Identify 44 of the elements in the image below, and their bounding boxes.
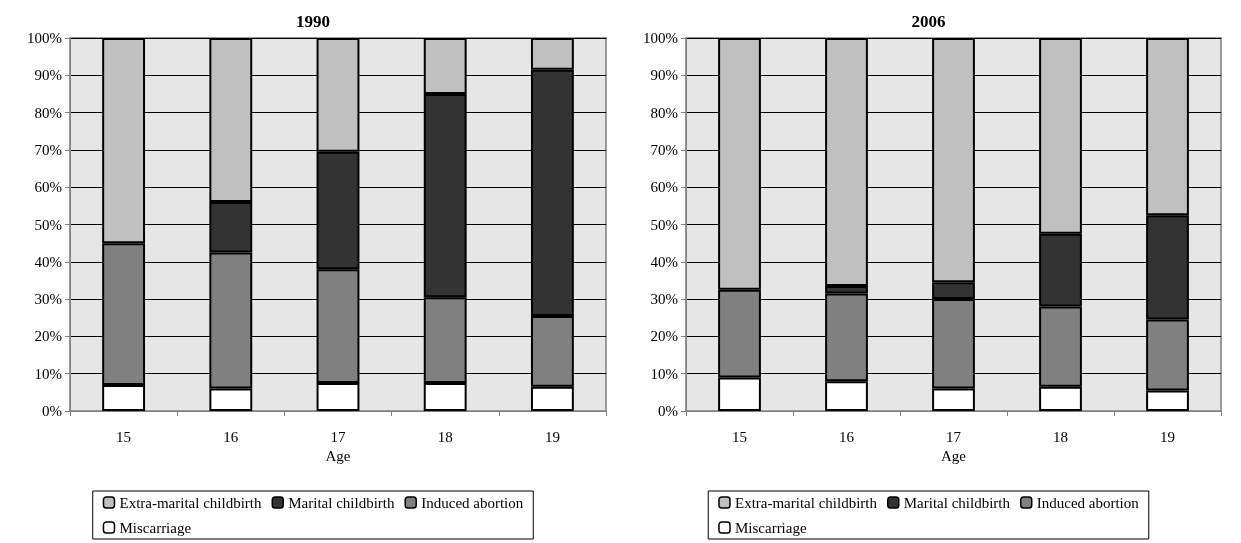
y-tick-label: 30% xyxy=(650,291,678,308)
y-tick-label: 10% xyxy=(34,365,62,382)
y-tick-label: 60% xyxy=(34,179,62,196)
legend-label: Extra-marital childbirth xyxy=(119,494,262,511)
legend-label: Extra-marital childbirth xyxy=(734,494,878,511)
legend-label: Miscarriage xyxy=(734,519,807,536)
y-tick-label: 80% xyxy=(34,104,62,121)
x-tick-label: 19 xyxy=(1160,428,1175,445)
x-tick-label: 15 xyxy=(732,428,747,445)
y-tick-label: 80% xyxy=(650,104,678,121)
x-tick-label: 17 xyxy=(946,428,962,445)
y-tick-label: 40% xyxy=(34,253,62,270)
y-tick-label: 20% xyxy=(34,328,62,345)
y-tick-label: 0% xyxy=(658,403,678,419)
legend-label: Marital childbirth xyxy=(288,494,395,511)
chart-title: 1990 xyxy=(296,12,330,31)
legend-label: Induced abortion xyxy=(1036,494,1140,511)
y-tick-label: 20% xyxy=(650,328,678,345)
y-tick-label: 90% xyxy=(34,67,62,84)
y-tick-label: 50% xyxy=(34,216,62,233)
x-tick-label: 16 xyxy=(223,428,239,445)
y-tick-label: 100% xyxy=(643,30,678,46)
y-tick-label: 50% xyxy=(650,216,678,233)
y-tick-label: 30% xyxy=(34,291,62,308)
legend-label: Miscarriage xyxy=(119,519,192,536)
x-tick-label: 19 xyxy=(544,428,560,445)
y-tick-label: 40% xyxy=(650,253,678,270)
y-tick-label: 100% xyxy=(27,30,62,46)
y-tick-label: 90% xyxy=(650,67,678,84)
y-tick-label: 60% xyxy=(650,179,678,196)
y-tick-label: 0% xyxy=(42,403,62,419)
x-axis-title: Age xyxy=(941,448,967,465)
chart-title: 2006 xyxy=(911,12,946,31)
x-tick-label: 18 xyxy=(437,428,453,445)
x-tick-label: 18 xyxy=(1053,428,1068,445)
legend-label: Induced abortion xyxy=(421,494,524,511)
x-axis-title: Age xyxy=(325,448,351,465)
x-tick-label: 15 xyxy=(116,428,132,445)
legend-label: Marital childbirth xyxy=(903,494,1011,511)
y-tick-label: 70% xyxy=(34,141,62,158)
x-tick-label: 16 xyxy=(839,428,855,445)
y-tick-label: 70% xyxy=(650,141,678,158)
x-tick-label: 17 xyxy=(330,428,346,445)
y-tick-label: 10% xyxy=(650,365,678,382)
